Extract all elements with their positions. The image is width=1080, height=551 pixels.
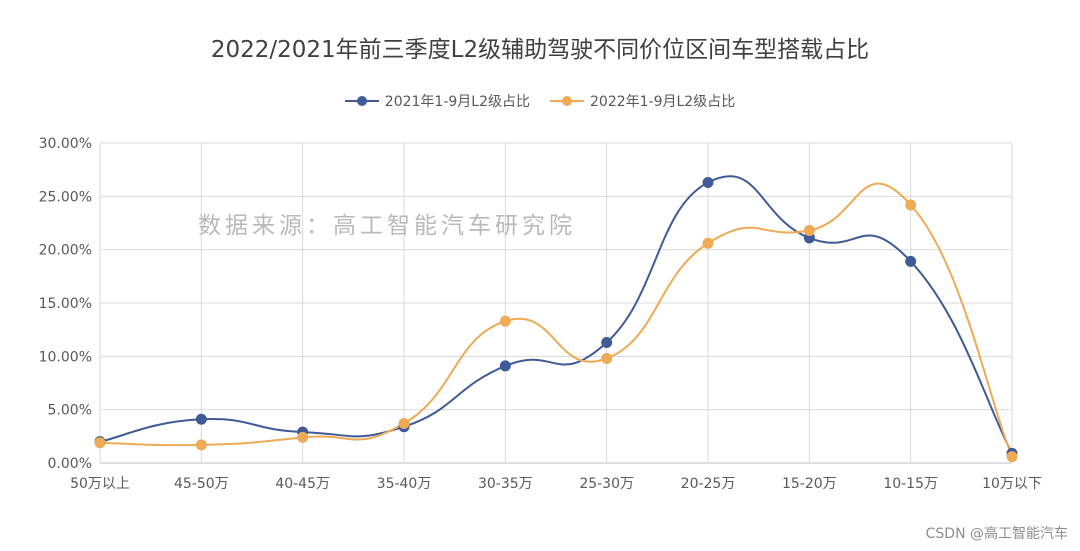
data-point-s1 (905, 199, 917, 211)
legend: 2021年1-9月L2级占比 2022年1-9月L2级占比 (0, 91, 1080, 111)
y-tick-label: 30.00% (39, 136, 92, 152)
legend-label-2022: 2022年1-9月L2级占比 (590, 94, 736, 110)
x-tick-label: 10-15万 (883, 476, 938, 492)
legend-label-2021: 2021年1-9月L2级占比 (384, 94, 530, 110)
series-line-1 (99, 182, 1013, 457)
data-point-s1 (803, 224, 815, 236)
data-point-s1 (297, 431, 309, 443)
y-tick-label: 20.00% (39, 243, 92, 259)
data-point-s0 (499, 360, 511, 372)
x-tick-label: 30-35万 (478, 476, 533, 492)
y-tick-label: 0.00% (48, 456, 92, 472)
chart-title: 2022/2021年前三季度L2级辅助驾驶不同价位区间车型搭载占比 (210, 37, 870, 63)
data-point-s1 (195, 439, 207, 451)
data-point-s0 (905, 255, 917, 267)
y-tick-label: 5.00% (48, 403, 92, 419)
credit-text: CSDN @高工智能汽车 (925, 526, 1068, 542)
data-point-s0 (601, 336, 613, 348)
y-tick-label: 15.00% (39, 296, 92, 312)
data-point-s1 (1006, 451, 1018, 463)
legend-swatch-2022 (550, 95, 584, 107)
y-tick-label: 10.00% (39, 349, 92, 365)
data-point-s1 (702, 237, 714, 249)
data-point-s1 (94, 437, 106, 449)
watermark-text: 数据来源：高工智能汽车研究院 (198, 213, 576, 239)
x-tick-label: 20-25万 (681, 476, 736, 492)
x-tick-label: 40-45万 (275, 476, 330, 492)
y-tick-label: 25.00% (39, 189, 92, 205)
x-tick-label: 25-30万 (579, 476, 634, 492)
x-tick-label: 15-20万 (782, 476, 837, 492)
data-point-s0 (702, 176, 714, 188)
x-tick-label: 45-50万 (174, 476, 229, 492)
data-point-s1 (499, 315, 511, 327)
data-point-s1 (601, 352, 613, 364)
x-tick-label: 10万以下 (982, 476, 1042, 492)
legend-item-2022[interactable]: 2022年1-9月L2级占比 (550, 91, 735, 111)
data-point-s0 (195, 413, 207, 425)
x-tick-label: 35-40万 (377, 476, 432, 492)
x-tick-label: 50万以上 (70, 476, 130, 492)
legend-item-2021[interactable]: 2021年1-9月L2级占比 (344, 91, 530, 111)
data-point-s1 (398, 418, 410, 430)
legend-swatch-2021 (344, 95, 379, 107)
